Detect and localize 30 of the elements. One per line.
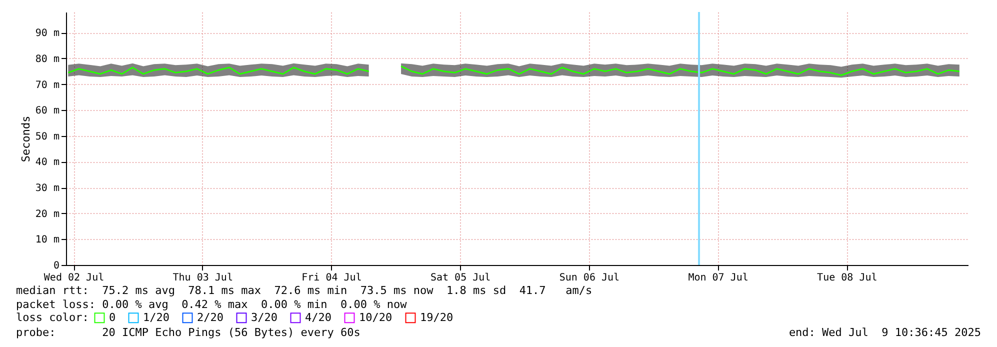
y-tick-label: 0	[53, 260, 60, 272]
text: end: Wed Jul 9 10:36:45 2025	[788, 326, 981, 339]
x-tick-label: Mon 07 Jul	[688, 272, 748, 284]
x-tick-label: Sun 06 Jul	[559, 272, 620, 284]
y-tick-label: 30 m	[35, 183, 60, 194]
text: probe: 20 ICMP Echo Pings (56 Bytes) every 60s	[16, 326, 360, 339]
legend-label: 2/20	[197, 310, 224, 324]
y-tick-label: 10 m	[35, 234, 60, 246]
legend-label: 1/20	[143, 310, 170, 324]
legend-label: 4/20	[305, 310, 332, 324]
x-tick-label: Thu 03 Jul	[172, 272, 233, 284]
x-tick-label: Fri 04 Jul	[302, 272, 362, 284]
y-tick-label: 20 m	[35, 208, 60, 220]
y-axis-title: Seconds	[19, 116, 32, 162]
x-tick-label: Sat 05 Jul	[430, 272, 491, 284]
y-tick-label: 70 m	[35, 80, 60, 91]
x-tick-label: Wed 02 Jul	[44, 272, 104, 284]
legend-label: 3/20	[251, 310, 278, 324]
y-tick-label: 90 m	[35, 28, 60, 40]
legend-label: 19/20	[420, 310, 454, 324]
y-tick-label: 40 m	[35, 157, 60, 168]
y-tick-label: 60 m	[35, 106, 60, 117]
x-tick-label: Tue 08 Jul	[817, 272, 878, 284]
y-tick-label: 80 m	[35, 54, 60, 65]
legend-title: loss color:	[16, 311, 89, 324]
legend-label: 10/20	[359, 310, 392, 324]
y-tick-label: 50 m	[35, 131, 60, 142]
legend-label: 0	[109, 310, 116, 324]
text: packet loss: 0.00 % avg 0.42 % max 0.00 % min 0.00 % now	[16, 298, 408, 311]
text: median rtt: 75.2 ms avg 78.1 ms max 72.6 ms min 73.5 ms now 1.8 ms sd 41.7 am/s	[16, 284, 592, 297]
